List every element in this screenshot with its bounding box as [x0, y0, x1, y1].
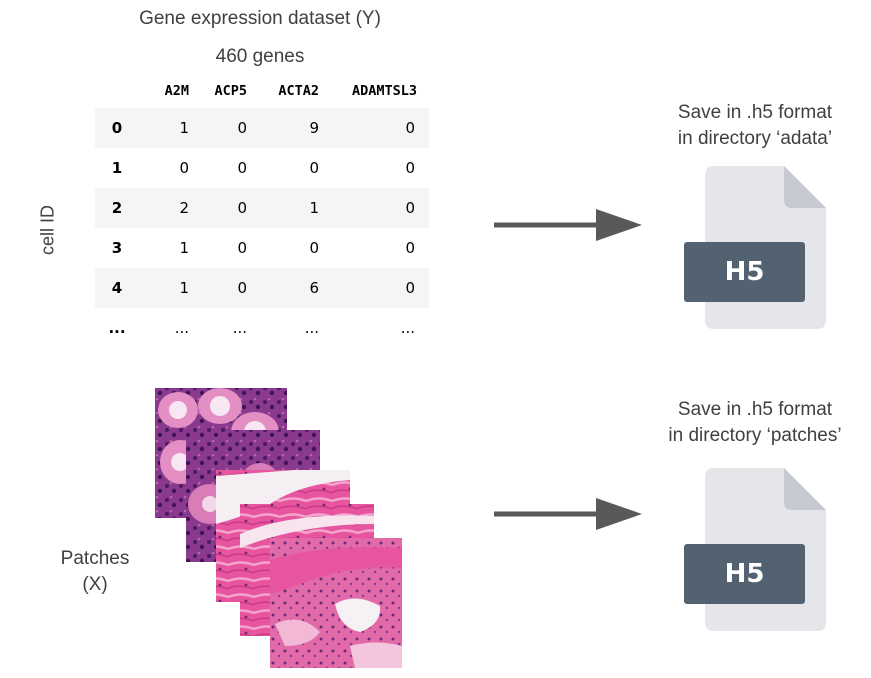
table-cell: 1 [139, 108, 193, 148]
table-cell: 9 [251, 108, 323, 148]
table-cell: ... [232, 319, 247, 337]
row-index: ... [108, 319, 126, 337]
patches-label: Patches (X) [40, 546, 150, 598]
table-cell: 0 [193, 268, 251, 308]
column-header: ACP5 [214, 83, 247, 99]
table-cell: 0 [237, 239, 247, 257]
table-row: 3 1 0 0 0 [95, 228, 429, 268]
save-patches-caption: Save in .h5 format in directory ‘patches… [640, 397, 870, 449]
table-row: 0 1 0 9 0 [95, 108, 429, 148]
table-cell: 0 [193, 188, 251, 228]
h5-file-label: H5 [724, 559, 765, 589]
dataset-title: Gene expression dataset (Y) [139, 8, 381, 29]
table-cell: 0 [323, 268, 429, 308]
arrow-right-icon [494, 209, 642, 241]
table-cell: 0 [193, 108, 251, 148]
table-cell: 0 [323, 108, 429, 148]
save-adata-caption: Save in .h5 format in directory ‘adata’ [640, 100, 870, 152]
table-row: 2 2 0 1 0 [95, 188, 429, 228]
table-cell: 0 [309, 239, 319, 257]
arrow-right-icon [494, 498, 642, 530]
h5-file-icon: H5 [670, 160, 870, 335]
row-index: 1 [111, 159, 123, 177]
column-header: ADAMTSL3 [351, 83, 417, 99]
tissue-patches-stack [155, 388, 402, 668]
save-caption-line1: Save in .h5 format [677, 399, 833, 420]
table-row: ... ... ... ... ... [95, 308, 429, 348]
genes-subtitle: 460 genes [215, 46, 305, 67]
table-cell: ... [400, 319, 415, 337]
table-cell: 0 [179, 159, 189, 177]
table-header-row: A2M ACP5 ACTA2 ADAMTSL3 [95, 74, 429, 108]
table-row: 4 1 0 6 0 [95, 268, 429, 308]
table-cell: 1 [251, 188, 323, 228]
index-header [95, 74, 139, 108]
patches-label-line1: Patches [60, 548, 130, 569]
table-cell: 1 [179, 239, 189, 257]
row-index: 0 [95, 108, 139, 148]
cell-id-label: cell ID [37, 204, 58, 256]
table-cell: ... [174, 319, 189, 337]
patch-image-5 [270, 538, 402, 668]
table-cell: 1 [139, 268, 193, 308]
table-cell: 0 [323, 188, 429, 228]
save-caption-line2: in directory ‘adata’ [677, 128, 833, 149]
table-cell: 2 [139, 188, 193, 228]
save-caption-line2: in directory ‘patches’ [668, 425, 842, 446]
h5-file-label: H5 [724, 257, 765, 287]
table-cell: 0 [405, 159, 415, 177]
save-caption-line1: Save in .h5 format [677, 102, 833, 123]
row-index: 3 [111, 239, 123, 257]
table-cell: ... [304, 319, 319, 337]
table-cell: 0 [237, 159, 247, 177]
table-cell: 6 [251, 268, 323, 308]
row-index: 2 [95, 188, 139, 228]
column-header: ACTA2 [278, 83, 319, 99]
table-row: 1 0 0 0 0 [95, 148, 429, 188]
row-index: 4 [95, 268, 139, 308]
column-header: A2M [164, 83, 189, 99]
table-cell: 0 [309, 159, 319, 177]
patches-label-line2: (X) [82, 574, 108, 595]
h5-file-icon: H5 [670, 462, 870, 637]
gene-expression-table: A2M ACP5 ACTA2 ADAMTSL3 0 1 0 9 0 1 0 0 … [95, 74, 429, 348]
table-cell: 0 [405, 239, 415, 257]
